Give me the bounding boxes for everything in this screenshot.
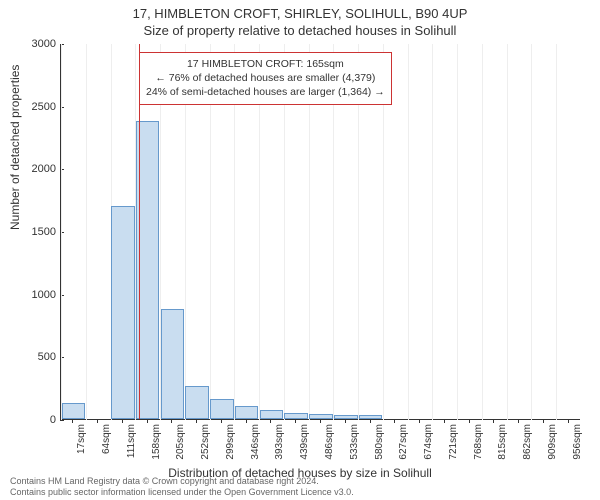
- x-tick-label: 956sqm: [572, 424, 583, 460]
- x-tick-mark: [122, 419, 123, 423]
- x-tick-label: 909sqm: [547, 424, 558, 460]
- histogram-bar: [334, 415, 358, 419]
- x-tick-mark: [72, 419, 73, 423]
- x-tick-mark: [444, 419, 445, 423]
- x-tick-label: 674sqm: [423, 424, 434, 460]
- x-tick-label: 64sqm: [101, 424, 112, 454]
- y-tick-container: 050010001500200025003000: [30, 44, 58, 420]
- x-tick-label: 111sqm: [126, 424, 137, 458]
- x-tick-mark: [320, 419, 321, 423]
- x-tick-mark: [270, 419, 271, 423]
- x-tick-label: 299sqm: [225, 424, 236, 460]
- histogram-bar: [260, 410, 284, 419]
- x-tick-label: 158sqm: [151, 424, 162, 460]
- x-tick-label: 486sqm: [324, 424, 335, 460]
- histogram-bar: [161, 309, 185, 419]
- x-tick-mark: [518, 419, 519, 423]
- y-tick-label: 1500: [32, 226, 56, 238]
- x-tick-container: 17sqm 64sqm 111sqm 158sqm 205sqm 252sqm 299sqm…: [60, 420, 580, 470]
- x-tick-mark: [419, 419, 420, 423]
- x-tick-label: 393sqm: [274, 424, 285, 460]
- x-tick-label: 439sqm: [299, 424, 310, 460]
- x-tick-label: 205sqm: [175, 424, 186, 460]
- y-tick-label: 2000: [32, 163, 56, 175]
- x-tick-mark: [568, 419, 569, 423]
- chart-area: 17 HIMBLETON CROFT: 165sqm← 76% of detac…: [60, 44, 580, 420]
- x-tick-label: 346sqm: [250, 424, 261, 460]
- histogram-bar: [185, 386, 209, 419]
- y-tick-label: 3000: [32, 38, 56, 50]
- x-tick-label: 768sqm: [473, 424, 484, 460]
- histogram-bar: [235, 406, 259, 419]
- y-tick-label: 500: [38, 351, 56, 363]
- x-tick-label: 533sqm: [349, 424, 360, 460]
- x-tick-mark: [469, 419, 470, 423]
- y-axis-label: Number of detached properties: [8, 65, 22, 230]
- x-tick-mark: [246, 419, 247, 423]
- x-tick-label: 815sqm: [497, 424, 508, 460]
- title-line-2: Size of property relative to detached ho…: [0, 23, 600, 40]
- x-tick-label: 627sqm: [398, 424, 409, 460]
- x-tick-label: 721sqm: [448, 424, 459, 460]
- x-tick-mark: [295, 419, 296, 423]
- y-tick-label: 1000: [32, 289, 56, 301]
- x-tick-mark: [543, 419, 544, 423]
- x-tick-label: 252sqm: [200, 424, 211, 460]
- plot-area: 17 HIMBLETON CROFT: 165sqm← 76% of detac…: [60, 44, 580, 420]
- footer-attribution: Contains HM Land Registry data © Crown c…: [10, 476, 354, 498]
- chart-title-block: 17, HIMBLETON CROFT, SHIRLEY, SOLIHULL, …: [0, 0, 600, 40]
- histogram-bar: [62, 403, 86, 419]
- x-tick-mark: [221, 419, 222, 423]
- y-tick-label: 0: [50, 414, 56, 426]
- footer-line-1: Contains HM Land Registry data © Crown c…: [10, 476, 354, 487]
- x-tick-mark: [97, 419, 98, 423]
- annotation-line: 24% of semi-detached houses are larger (…: [146, 85, 385, 99]
- x-tick-mark: [493, 419, 494, 423]
- x-tick-label: 17sqm: [76, 424, 87, 454]
- x-tick-label: 580sqm: [374, 424, 385, 460]
- x-tick-mark: [345, 419, 346, 423]
- footer-line-2: Contains public sector information licen…: [10, 487, 354, 498]
- gridline: [556, 44, 600, 420]
- x-tick-mark: [196, 419, 197, 423]
- annotation-line: ← 76% of detached houses are smaller (4,…: [146, 71, 385, 85]
- x-tick-mark: [171, 419, 172, 423]
- y-tick-label: 2500: [32, 101, 56, 113]
- annotation-box: 17 HIMBLETON CROFT: 165sqm← 76% of detac…: [139, 52, 392, 105]
- x-tick-mark: [370, 419, 371, 423]
- title-line-1: 17, HIMBLETON CROFT, SHIRLEY, SOLIHULL, …: [0, 6, 600, 23]
- x-tick-mark: [394, 419, 395, 423]
- histogram-bar: [210, 399, 234, 419]
- x-tick-mark: [147, 419, 148, 423]
- x-tick-label: 862sqm: [522, 424, 533, 460]
- histogram-bar: [111, 206, 135, 419]
- annotation-line: 17 HIMBLETON CROFT: 165sqm: [146, 57, 385, 71]
